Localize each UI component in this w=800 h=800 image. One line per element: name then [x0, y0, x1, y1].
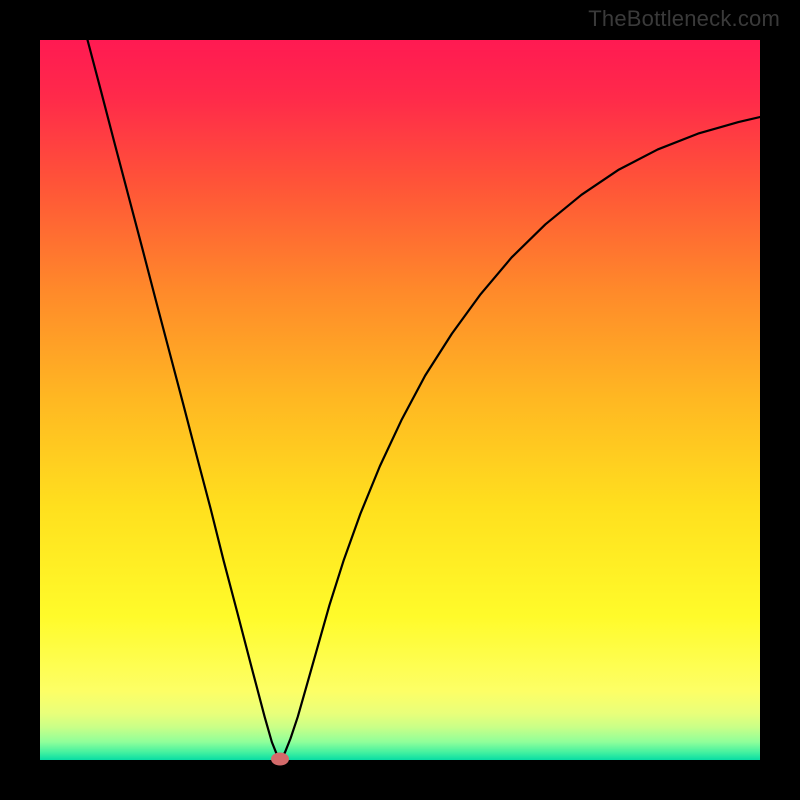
plot-area — [40, 40, 760, 760]
minimum-marker — [271, 752, 289, 765]
bottleneck-curve — [40, 40, 760, 760]
chart-frame: TheBottleneck.com — [0, 0, 800, 800]
watermark-text: TheBottleneck.com — [588, 6, 780, 32]
